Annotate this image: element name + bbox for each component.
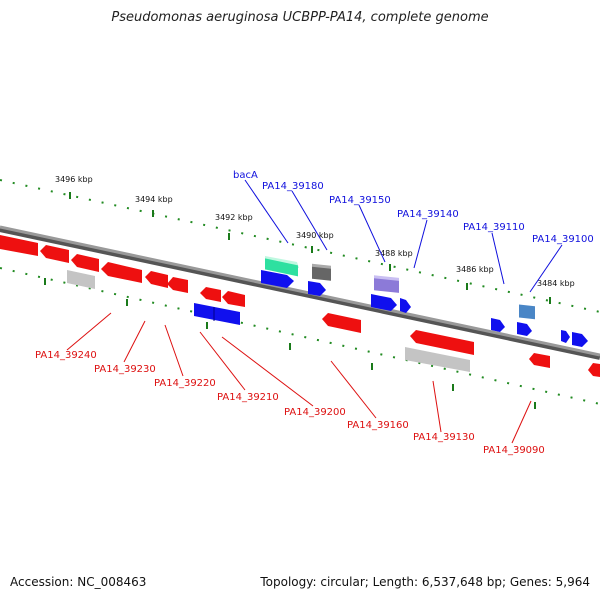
gene-label-PA14_39160[interactable]: PA14_39160: [347, 420, 409, 431]
kbp-label: 3488 kbp: [375, 249, 413, 258]
forward-genes: [194, 256, 588, 347]
kbp-label: 3486 kbp: [456, 265, 494, 274]
gene-forward-cds[interactable]: [194, 270, 588, 347]
gene-label-PA14_39100[interactable]: PA14_39100: [532, 234, 594, 245]
gene-labels-top: bacA PA14_39180 PA14_39150 PA14_39140 PA…: [233, 170, 594, 245]
gene-label-PA14_39130[interactable]: PA14_39130: [413, 432, 475, 443]
kbp-label: 3494 kbp: [135, 195, 173, 204]
genome-backbone: [0, 225, 600, 357]
gene-label-PA14_39210[interactable]: PA14_39210: [217, 392, 279, 403]
upper-ruler-ticks: [69, 192, 551, 304]
gene-label-PA14_39240[interactable]: PA14_39240: [35, 350, 97, 361]
leader-lines-bottom: [66, 312, 532, 444]
kbp-label: 3490 kbp: [296, 231, 334, 240]
gene-label-PA14_39140[interactable]: PA14_39140: [397, 209, 459, 220]
map-title: Pseudomonas aeruginosa UCBPP-PA14, compl…: [111, 10, 489, 25]
gene-PA14_39180[interactable]: [312, 263, 331, 281]
gene-reverse-cds[interactable]: [0, 235, 600, 377]
gene-label-PA14_39180[interactable]: PA14_39180: [262, 181, 324, 192]
kbp-label: 3484 kbp: [537, 279, 575, 288]
gene-PA14_39150[interactable]: [374, 275, 399, 293]
gene-label-PA14_39200[interactable]: PA14_39200: [284, 407, 346, 418]
gene-label-PA14_39220[interactable]: PA14_39220: [154, 378, 216, 389]
kbp-label: 3496 kbp: [55, 175, 93, 184]
gene-label-bacA[interactable]: bacA: [233, 170, 258, 181]
gene-labels-bottom: PA14_39240 PA14_39230 PA14_39220 PA14_39…: [35, 350, 545, 456]
lower-ruler-ticks: [44, 278, 536, 409]
kbp-label: 3492 kbp: [215, 213, 253, 222]
reverse-genes: [0, 235, 600, 377]
leader-lines-top: [244, 179, 563, 293]
gene-label-PA14_39150[interactable]: PA14_39150: [329, 195, 391, 206]
gene-PA14_39100[interactable]: [519, 304, 535, 320]
gene-label-PA14_39230[interactable]: PA14_39230: [94, 364, 156, 375]
gene-label-PA14_39090[interactable]: PA14_39090: [483, 445, 545, 456]
genome-summary-text: Topology: circular; Length: 6,537,648 bp…: [260, 575, 590, 589]
gene-bacA[interactable]: [265, 256, 299, 277]
backbone-shadow: [0, 226, 600, 360]
gene-label-PA14_39110[interactable]: PA14_39110: [463, 222, 525, 233]
accession-text: Accession: NC_008463: [10, 575, 147, 589]
gene-pseudo-gray[interactable]: [67, 270, 470, 372]
